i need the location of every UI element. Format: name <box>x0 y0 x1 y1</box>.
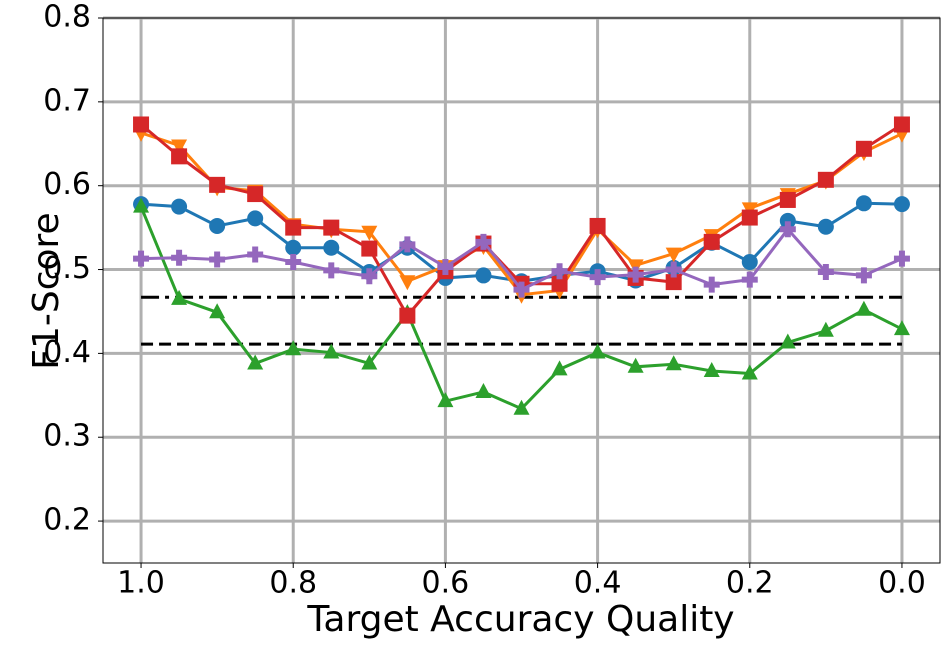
marker <box>779 212 796 229</box>
marker <box>247 354 264 370</box>
marker <box>703 361 720 377</box>
marker <box>323 239 340 256</box>
marker <box>589 269 606 286</box>
marker <box>361 268 378 285</box>
marker <box>171 139 188 155</box>
marker <box>285 340 302 356</box>
marker <box>475 382 492 398</box>
marker <box>893 320 910 336</box>
marker <box>171 198 188 215</box>
marker <box>627 357 644 373</box>
marker <box>817 264 834 281</box>
marker <box>779 221 796 238</box>
marker <box>665 355 682 371</box>
y-axis-label: F1-Score <box>26 212 67 369</box>
marker <box>741 209 758 226</box>
marker <box>779 191 796 208</box>
marker <box>665 274 682 291</box>
marker <box>855 140 872 157</box>
marker <box>323 343 340 359</box>
x-tick-label: 0.6 <box>422 566 470 601</box>
marker <box>513 399 530 415</box>
marker <box>741 253 758 270</box>
x-axis-label: Target Accuracy Quality <box>306 599 734 640</box>
marker <box>513 281 530 298</box>
marker <box>133 197 150 213</box>
marker <box>209 217 226 234</box>
marker <box>247 246 264 263</box>
marker <box>133 250 150 267</box>
marker <box>171 148 188 165</box>
x-tick-label: 1.0 <box>117 566 165 601</box>
marker <box>399 236 416 253</box>
marker <box>703 276 720 293</box>
marker <box>589 343 606 359</box>
marker <box>589 217 606 234</box>
y-tick-label: 0.4 <box>43 335 91 370</box>
marker <box>855 267 872 284</box>
marker <box>361 240 378 257</box>
marker <box>741 364 758 380</box>
marker <box>893 250 910 267</box>
marker <box>475 267 492 284</box>
marker <box>209 251 226 268</box>
marker <box>209 303 226 319</box>
marker <box>171 249 188 266</box>
y-tick-label: 0.2 <box>43 503 91 538</box>
marker <box>703 233 720 250</box>
marker <box>551 263 568 280</box>
x-tick-label: 0.2 <box>726 566 774 601</box>
marker <box>475 233 492 250</box>
marker <box>323 262 340 279</box>
marker <box>893 196 910 213</box>
marker <box>665 247 682 263</box>
marker <box>437 392 454 408</box>
marker <box>741 271 758 288</box>
marker <box>285 239 302 256</box>
marker <box>779 333 796 349</box>
marker <box>817 321 834 337</box>
marker <box>551 360 568 376</box>
marker <box>209 176 226 193</box>
marker <box>247 210 264 227</box>
marker <box>285 219 302 236</box>
marker <box>893 116 910 133</box>
marker <box>855 195 872 212</box>
y-tick-label: 0.5 <box>43 251 91 286</box>
marker <box>361 225 378 241</box>
y-tick-label: 0.7 <box>43 83 91 118</box>
marker <box>627 266 644 283</box>
x-tick-label: 0.0 <box>878 566 926 601</box>
x-tick-label: 0.4 <box>574 566 622 601</box>
marker <box>285 253 302 270</box>
marker <box>133 116 150 133</box>
marker <box>551 275 568 292</box>
marker <box>817 218 834 235</box>
y-tick-label: 0.8 <box>43 0 91 35</box>
marker <box>247 186 264 203</box>
marker <box>361 354 378 370</box>
y-tick-label: 0.3 <box>43 419 91 454</box>
marker <box>855 300 872 316</box>
marker <box>399 275 416 291</box>
x-tick-label: 0.8 <box>269 566 317 601</box>
y-tick-label: 0.6 <box>43 167 91 202</box>
marker <box>399 307 416 324</box>
marker <box>817 171 834 188</box>
marker <box>171 289 188 305</box>
marker <box>323 219 340 236</box>
marker <box>665 261 682 278</box>
plot-frame <box>102 17 941 564</box>
marker <box>437 259 454 276</box>
